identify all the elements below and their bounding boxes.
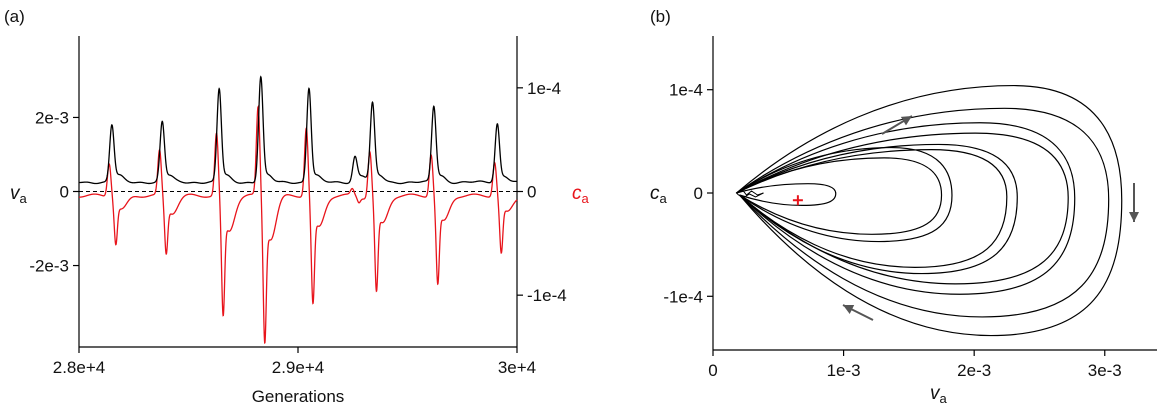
left-y-symbol: v <box>10 183 21 204</box>
origin-jitter <box>735 189 764 198</box>
x-tick-label: 1e-3 <box>827 361 861 380</box>
x-tick-label: 2e-3 <box>957 361 991 380</box>
panel-a-right-ticks: 1e-4 0 -1e-4 <box>517 79 567 305</box>
panel-b-loops <box>735 84 1123 337</box>
right-tick-label: 1e-4 <box>527 79 561 98</box>
y-tick-label: -1e-4 <box>663 287 703 306</box>
phase-loop <box>736 149 1008 268</box>
x-tick-label: 2.9e+4 <box>272 358 324 377</box>
panel-a-right-y-title: ca <box>572 183 590 206</box>
phase-loop <box>736 84 1123 337</box>
left-y-subscript: a <box>20 191 28 206</box>
flow-arrow-head <box>1129 212 1139 222</box>
b-y-symbol: c <box>650 183 660 204</box>
panel-b-x-title: va <box>930 383 948 406</box>
left-tick-label: -2e-3 <box>29 257 69 276</box>
x-tick-label: 3e-3 <box>1088 361 1122 380</box>
panel-a-left-y-title: va <box>10 183 28 206</box>
panel-b-label: (b) <box>650 7 671 26</box>
panel-a: (a) 2.8e+4 2.9e+4 3e+4 2e-3 0 -2e-3 1e-4 0 -1e… <box>4 7 590 406</box>
x-tick-label: 3e+4 <box>498 358 536 377</box>
right-y-subscript: a <box>582 191 590 206</box>
right-tick-label: 0 <box>527 183 536 202</box>
b-x-subscript: a <box>940 391 948 406</box>
panel-b: (b) 0 1e-3 2e-3 3e-3 1e-40-1e-4 ca va <box>650 7 1157 406</box>
series-c-a <box>79 105 518 344</box>
series-v-a <box>78 75 517 185</box>
y-tick-label: 0 <box>694 184 703 203</box>
x-tick-label: 0 <box>708 361 717 380</box>
phase-loop <box>736 122 1076 295</box>
panel-a-x-ticks: 2.8e+4 2.9e+4 3e+4 <box>53 347 536 377</box>
b-x-symbol: v <box>930 383 941 404</box>
panel-b-y-ticks: 1e-4 0 -1e-4 <box>663 81 713 306</box>
flow-arrow-head <box>900 116 912 126</box>
fixed-point-marker <box>792 195 803 206</box>
x-tick-label: 2.8e+4 <box>53 358 105 377</box>
phase-loop <box>736 143 1018 275</box>
b-y-subscript: a <box>660 191 668 206</box>
right-tick-label: -1e-4 <box>527 286 567 305</box>
phase-loop <box>736 146 953 243</box>
left-tick-label: 2e-3 <box>35 108 69 127</box>
y-tick-label: 1e-4 <box>669 81 703 100</box>
panel-b-y-title: ca <box>650 183 668 206</box>
panel-a-left-ticks: 2e-3 0 -2e-3 <box>29 108 79 276</box>
phase-loop <box>736 107 1110 318</box>
panel-b-flow-arrows <box>842 115 1139 321</box>
right-y-symbol: c <box>572 183 582 204</box>
phase-loop <box>736 157 943 235</box>
phase-loop <box>736 132 1069 285</box>
panel-a-x-title: Generations <box>252 387 345 406</box>
flow-arrow-head <box>843 305 855 314</box>
left-tick-label: 0 <box>60 183 69 202</box>
phase-loop <box>736 183 837 206</box>
panel-a-label: (a) <box>4 7 25 26</box>
panel-b-x-ticks: 0 1e-3 2e-3 3e-3 <box>708 350 1122 380</box>
